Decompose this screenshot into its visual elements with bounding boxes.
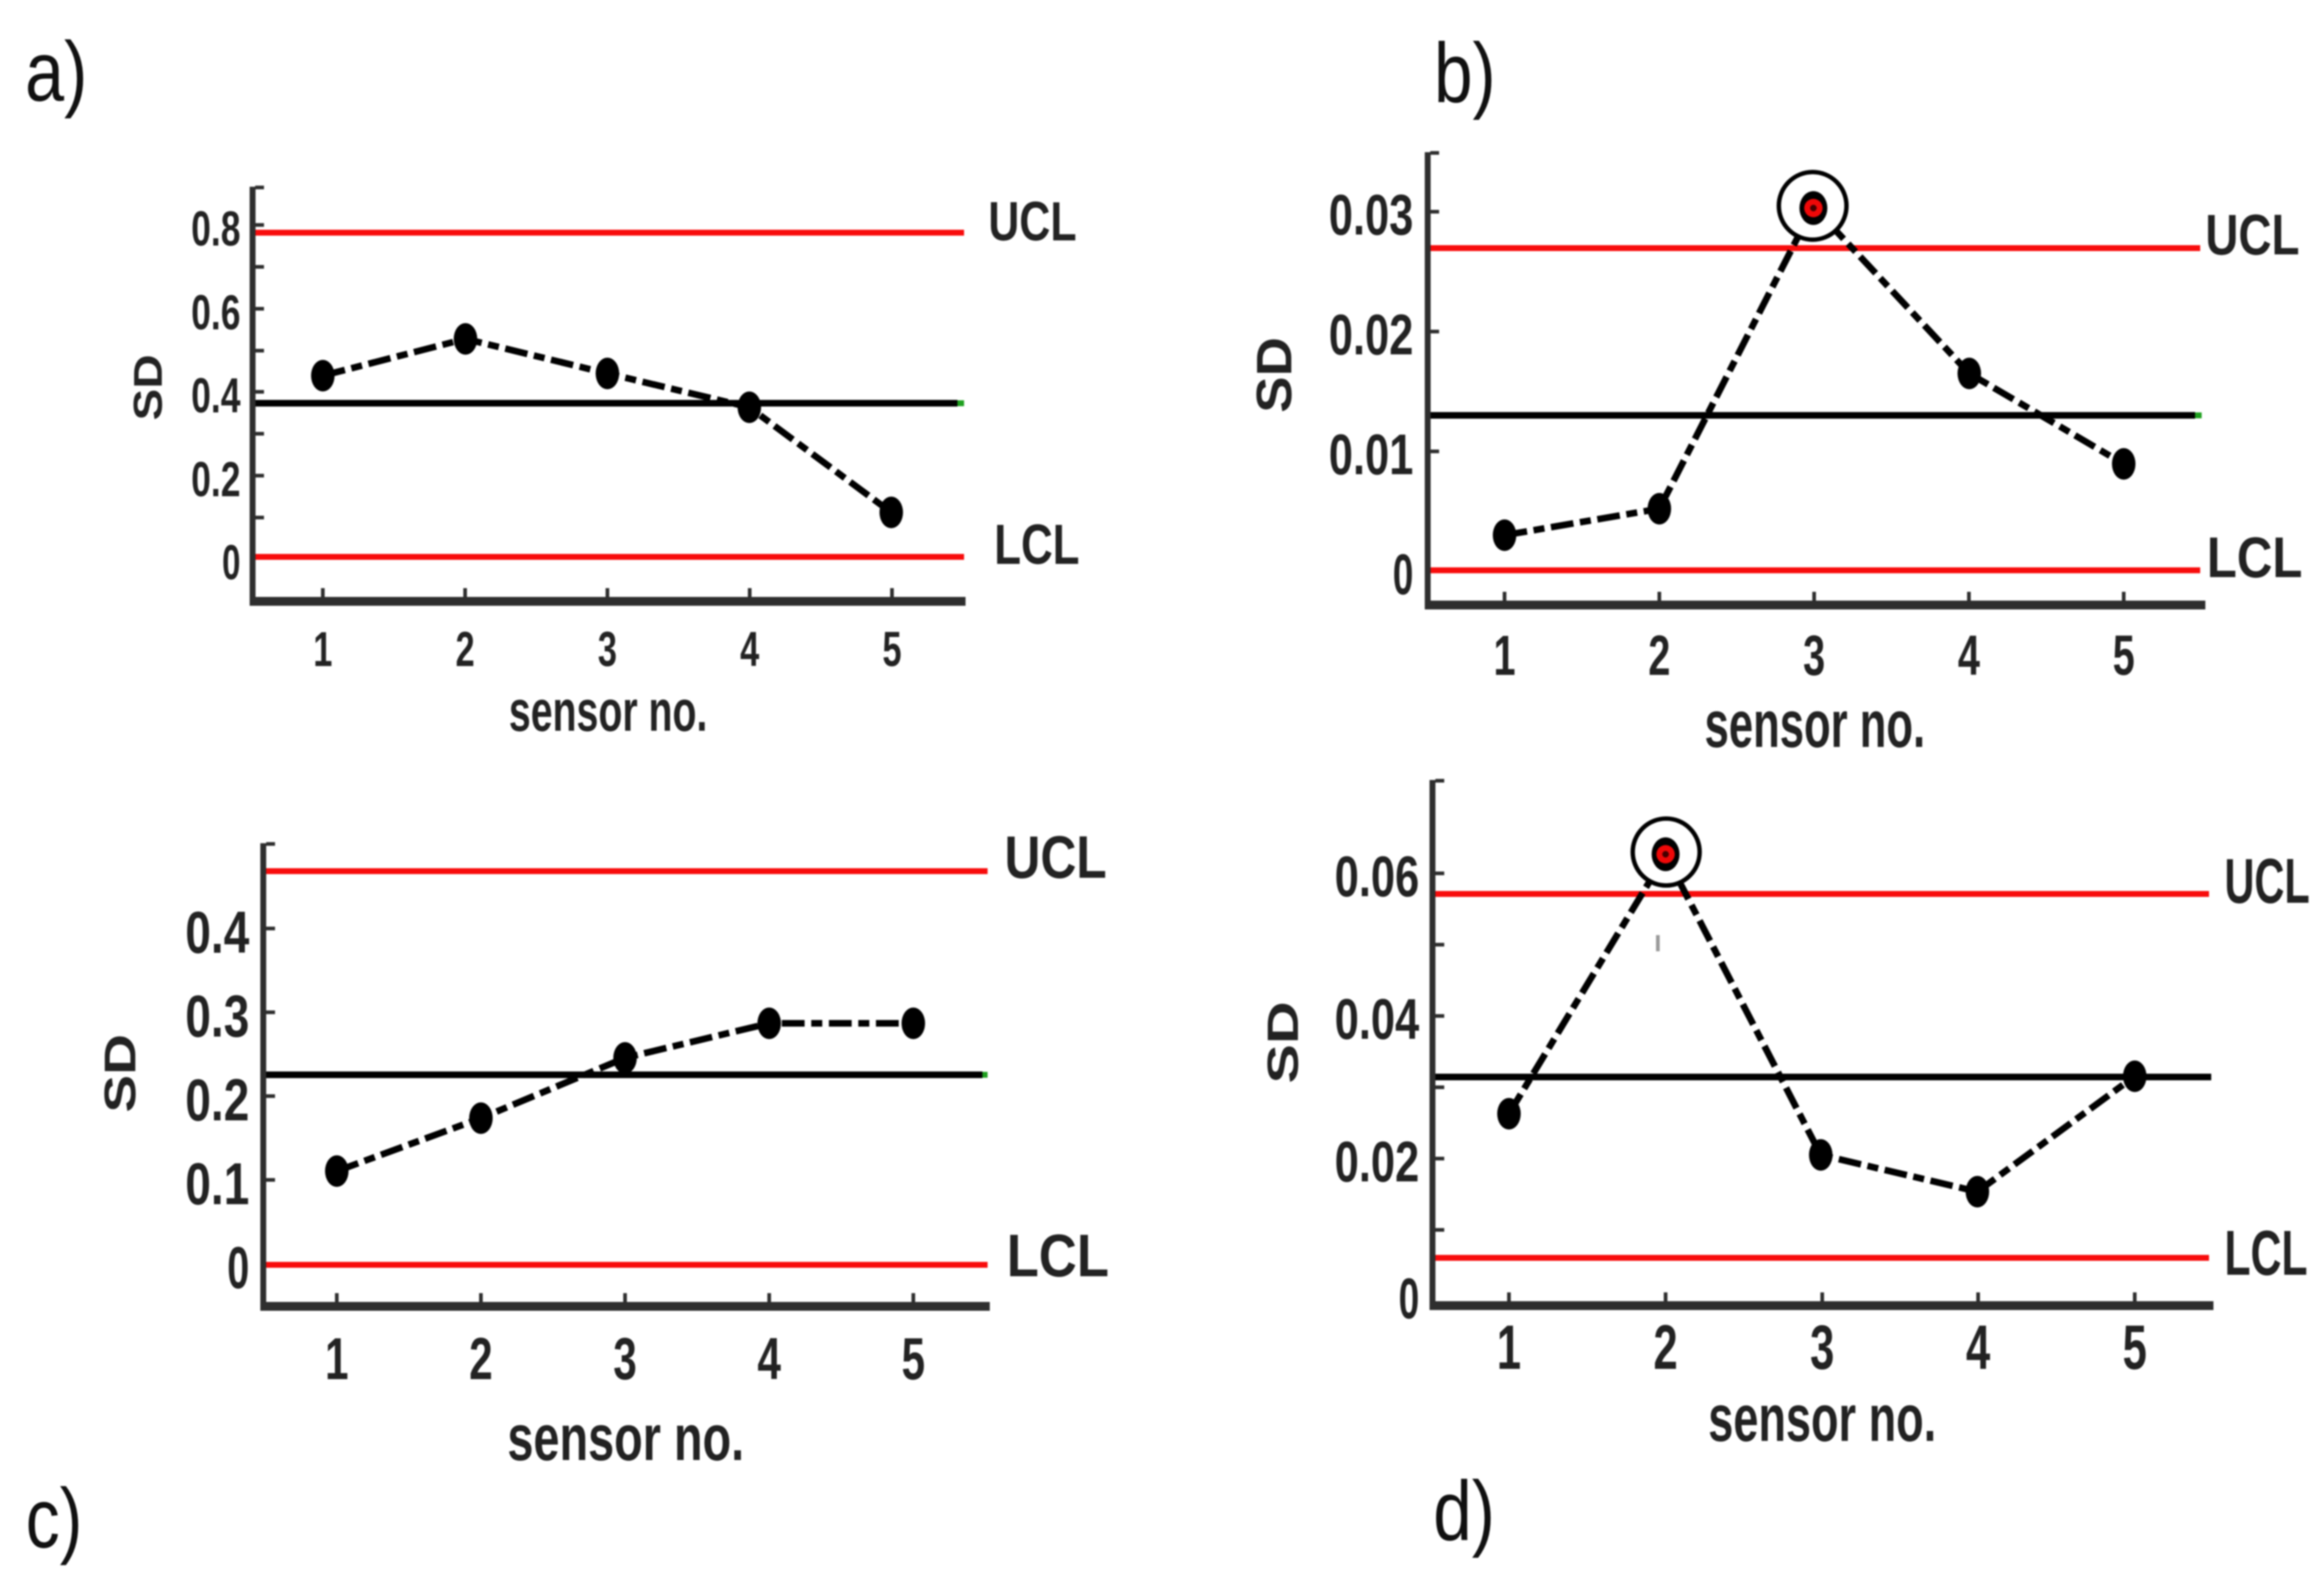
svg-text:1: 1 xyxy=(313,622,332,677)
svg-text:0: 0 xyxy=(222,535,240,590)
svg-text:5: 5 xyxy=(902,1326,925,1392)
svg-text:0.01: 0.01 xyxy=(1329,422,1413,487)
svg-text:sensor no.: sensor no. xyxy=(507,1401,744,1474)
svg-text:4: 4 xyxy=(1958,624,1980,687)
svg-text:UCL: UCL xyxy=(1005,824,1107,891)
svg-text:0.8: 0.8 xyxy=(191,201,240,257)
svg-text:5: 5 xyxy=(882,622,902,677)
svg-text:0.04: 0.04 xyxy=(1335,987,1419,1051)
svg-text:0: 0 xyxy=(1399,1266,1419,1331)
svg-text:LCL: LCL xyxy=(2224,1218,2308,1289)
svg-text:SD: SD xyxy=(1259,1001,1307,1084)
svg-text:LCL: LCL xyxy=(2207,525,2302,590)
svg-text:0.03: 0.03 xyxy=(1329,182,1413,247)
svg-text:c): c) xyxy=(26,1472,82,1566)
svg-text:UCL: UCL xyxy=(988,190,1077,252)
svg-text:0.02: 0.02 xyxy=(1329,302,1413,367)
svg-text:a): a) xyxy=(25,25,88,119)
svg-text:sensor no.: sensor no. xyxy=(1708,1382,1936,1456)
svg-text:d): d) xyxy=(1433,1464,1495,1559)
svg-text:2: 2 xyxy=(1654,1313,1678,1383)
svg-text:3: 3 xyxy=(613,1326,637,1392)
svg-text:1: 1 xyxy=(1497,1313,1521,1383)
svg-text:4: 4 xyxy=(757,1326,781,1392)
svg-text:2: 2 xyxy=(456,622,475,677)
svg-text:1: 1 xyxy=(325,1326,349,1392)
svg-text:1: 1 xyxy=(1494,624,1516,687)
svg-text:SD: SD xyxy=(125,354,171,421)
svg-text:0.1: 0.1 xyxy=(185,1151,249,1217)
svg-text:SD: SD xyxy=(96,1034,145,1113)
svg-text:5: 5 xyxy=(2123,1313,2147,1383)
svg-text:0.4: 0.4 xyxy=(185,900,249,966)
svg-text:UCL: UCL xyxy=(2224,846,2310,917)
svg-text:4: 4 xyxy=(1966,1313,1991,1383)
svg-text:sensor no.: sensor no. xyxy=(509,678,707,743)
svg-text:sensor no.: sensor no. xyxy=(1705,688,1925,762)
svg-text:0.2: 0.2 xyxy=(191,452,240,507)
svg-text:4: 4 xyxy=(741,622,760,677)
svg-text:5: 5 xyxy=(2113,624,2135,687)
svg-text:0.06: 0.06 xyxy=(1335,844,1419,909)
svg-text:3: 3 xyxy=(1803,624,1825,687)
svg-text:b): b) xyxy=(1434,26,1496,121)
svg-text:SD: SD xyxy=(1246,337,1302,413)
svg-text:3: 3 xyxy=(1810,1313,1835,1383)
svg-text:0.4: 0.4 xyxy=(191,368,240,423)
svg-text:0: 0 xyxy=(1393,542,1413,606)
svg-text:0.2: 0.2 xyxy=(185,1067,249,1134)
svg-text:2: 2 xyxy=(469,1326,493,1392)
svg-text:0.6: 0.6 xyxy=(191,285,240,340)
svg-text:UCL: UCL xyxy=(2205,202,2299,267)
svg-text:2: 2 xyxy=(1649,624,1671,687)
svg-text:LCL: LCL xyxy=(994,513,1080,576)
svg-text:0.02: 0.02 xyxy=(1335,1129,1419,1194)
svg-text:3: 3 xyxy=(598,622,617,677)
svg-text:0: 0 xyxy=(227,1235,249,1301)
svg-text:0.3: 0.3 xyxy=(185,984,249,1050)
svg-text:LCL: LCL xyxy=(1007,1223,1109,1289)
